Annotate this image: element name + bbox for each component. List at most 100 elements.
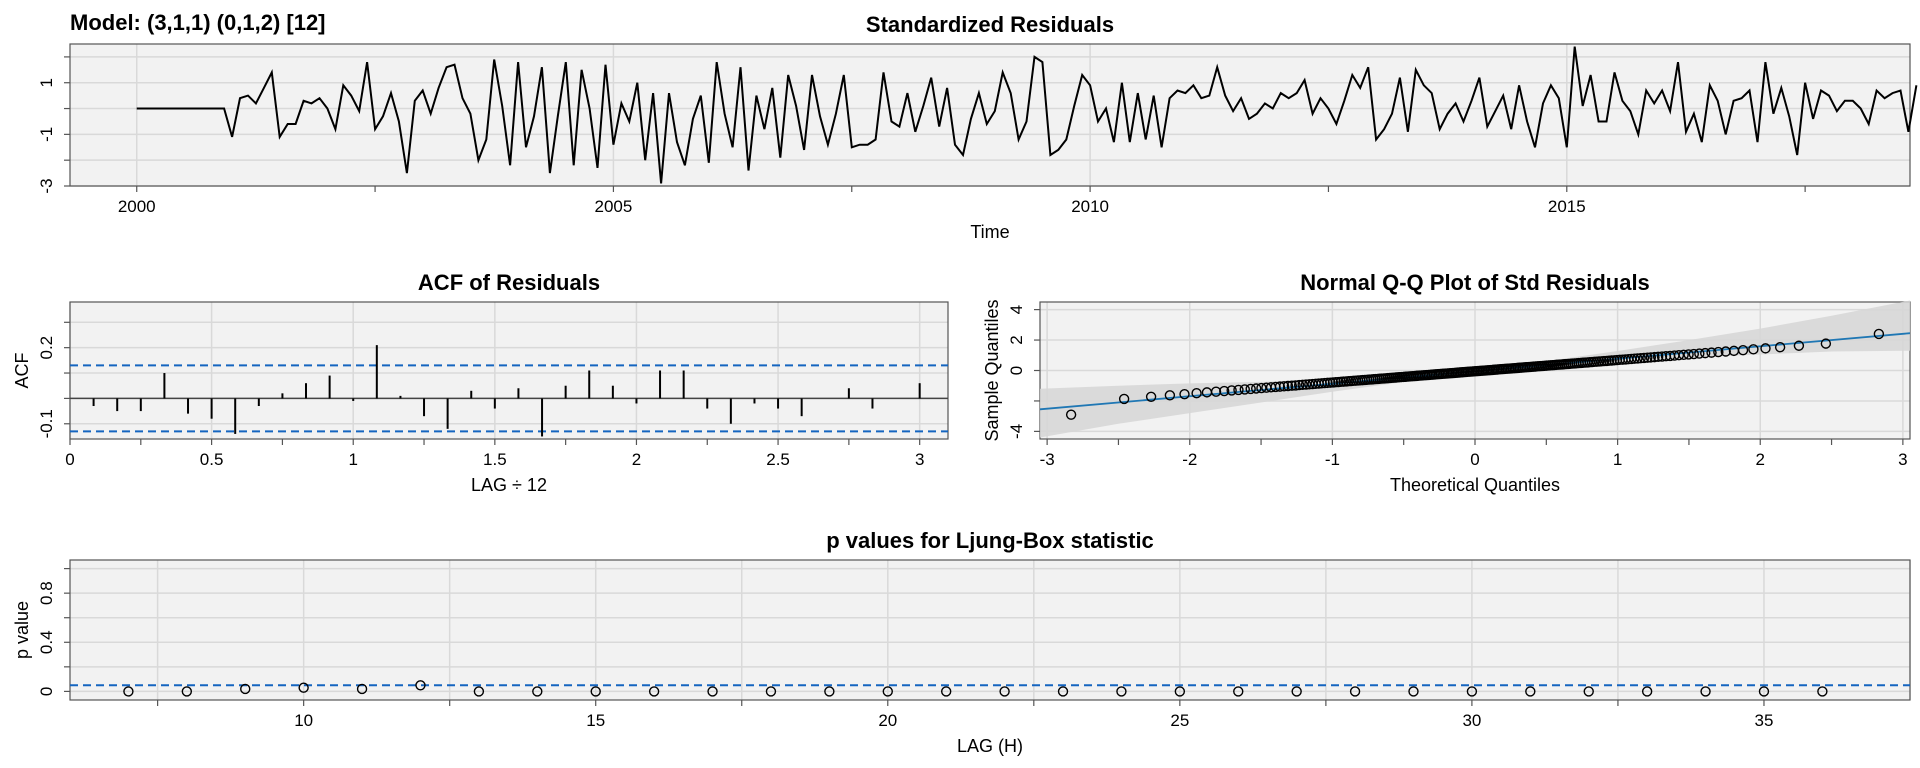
qq-point (1065, 409, 1077, 420)
qq-point (1760, 343, 1771, 354)
qq-point (1642, 352, 1653, 363)
x-tick-label: 2 (1756, 450, 1765, 469)
qq-point (1118, 393, 1130, 405)
y-tick-label: 0 (1007, 366, 1026, 375)
x-axis-label: LAG ÷ 12 (471, 475, 547, 495)
x-axis-label: Theoretical Quantiles (1390, 475, 1560, 495)
x-tick-label: -1 (1325, 450, 1340, 469)
panel-2: Normal Q-Q Plot of Std Residuals -3 -2 -1 0 1… (982, 270, 1911, 495)
x-tick-label: 25 (1170, 711, 1189, 730)
x-tick-label: 2010 (1071, 197, 1109, 216)
qq-point (1683, 349, 1694, 360)
y-axis-label: ACF (12, 352, 32, 388)
qq-point (1820, 338, 1832, 349)
x-tick-label: 30 (1462, 711, 1481, 730)
x-tick-label: 3 (915, 450, 924, 469)
chart-title: p values for Ljung-Box statistic (826, 528, 1154, 553)
panel-0: Standardized Residuals 2000 2005 2010 2015 -3… (37, 12, 1918, 242)
pvalue-point (1174, 686, 1186, 697)
qq-point (1656, 351, 1668, 362)
pvalue-point (1408, 686, 1419, 697)
x-tick-label: 15 (586, 711, 605, 730)
y-tick-label: 0 (37, 687, 56, 696)
plot-frame (69, 559, 1911, 701)
y-tick-label: 0.8 (37, 581, 56, 605)
qq-point (1706, 347, 1717, 358)
pvalue-point (1758, 686, 1770, 697)
qq-point (1632, 353, 1643, 364)
pvalue-point (590, 686, 601, 697)
qq-point (1652, 351, 1664, 363)
x-tick-label: -3 (1040, 450, 1055, 469)
qq-point (1694, 348, 1705, 359)
panel-1: ACF of Residuals 0 0.5 1 1.5 2 2.5 3 -0.1 0.2 LAG … (12, 270, 949, 495)
x-tick-label: 2.5 (766, 450, 790, 469)
pvalue-point (1641, 686, 1653, 697)
x-tick-label: 0 (65, 450, 74, 469)
x-tick-label: 3 (1898, 450, 1907, 469)
x-tick-label: 1.5 (483, 450, 507, 469)
pvalue-point (473, 686, 485, 697)
y-tick-label: 0.2 (37, 336, 56, 360)
panel-3: p values for Ljung-Box statistic 10 15 20 25… (12, 528, 1911, 756)
pvalue-point (1700, 686, 1711, 697)
x-tick-label: 2015 (1548, 197, 1586, 216)
y-axis-label: Sample Quantiles (982, 299, 1002, 441)
plot-background (70, 44, 1910, 186)
qq-point (1688, 348, 1700, 360)
qq-point (1282, 380, 1294, 392)
pvalue-point (940, 686, 952, 697)
pvalue-point (824, 686, 835, 697)
pvalue-point (298, 682, 309, 693)
pvalue-point (181, 686, 193, 697)
x-tick-label: 1 (348, 450, 357, 469)
x-tick-label: 2005 (595, 197, 633, 216)
qq-point (1233, 384, 1244, 396)
pvalue-point (1291, 686, 1302, 697)
qq-point (1226, 385, 1237, 396)
qq-point (1191, 387, 1202, 399)
x-tick-label: 0 (1470, 450, 1479, 469)
pvalue-point (123, 686, 134, 697)
qq-point (1649, 351, 1660, 363)
qq-point (1645, 352, 1657, 363)
pvalue-point (415, 680, 426, 691)
x-axis-label: LAG (H) (957, 736, 1023, 756)
qq-point (1256, 382, 1267, 394)
x-tick-label: -2 (1182, 450, 1197, 469)
qq-point (1210, 386, 1222, 397)
plot-frame (69, 301, 949, 440)
qq-point (1290, 380, 1301, 391)
qq-point (1673, 349, 1685, 361)
qq-point (1873, 328, 1885, 340)
qq-point (1145, 391, 1157, 402)
x-tick-label: 2000 (118, 197, 156, 216)
y-tick-label: -3 (37, 178, 56, 193)
y-tick-label: 1 (37, 78, 56, 87)
x-axis-label: Time (970, 222, 1009, 242)
qq-point (1737, 344, 1749, 356)
pvalue-point (1057, 686, 1069, 697)
y-tick-label: -4 (1007, 424, 1026, 439)
x-tick-label: 1 (1613, 450, 1622, 469)
qq-point (1219, 385, 1230, 397)
x-tick-label: 0.5 (200, 450, 224, 469)
qq-point (1274, 381, 1286, 392)
qq-point (1720, 346, 1731, 357)
chart-title: Standardized Residuals (866, 12, 1114, 37)
x-tick-label: 10 (294, 711, 313, 730)
plot-background (70, 560, 1910, 700)
y-tick-label: -1 (37, 127, 56, 142)
pvalue-point (1525, 686, 1536, 697)
qq-point (1638, 352, 1650, 364)
pvalue-point (356, 683, 368, 695)
qq-point (1278, 381, 1290, 392)
y-tick-label: 4 (1007, 305, 1026, 314)
plot-frame (69, 43, 1911, 187)
pvalue-point (1583, 686, 1594, 697)
pvalue-point (1233, 686, 1244, 697)
qq-point (1793, 340, 1805, 351)
qq-point (1286, 380, 1298, 391)
